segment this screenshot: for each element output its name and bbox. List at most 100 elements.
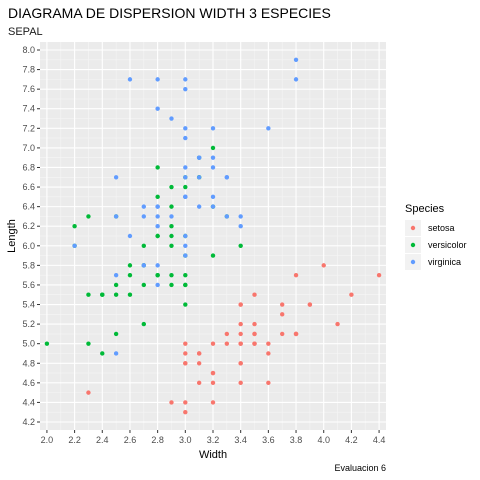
data-point-virginica bbox=[141, 263, 146, 268]
x-tick-label: 2.6 bbox=[124, 435, 137, 445]
data-point-virginica bbox=[155, 263, 160, 268]
y-tick-label: 5.0 bbox=[22, 339, 35, 349]
data-point-setosa bbox=[224, 341, 230, 346]
data-point-versicolor bbox=[155, 272, 160, 278]
data-point-versicolor bbox=[86, 341, 91, 346]
y-tick-label: 6.2 bbox=[22, 221, 35, 231]
data-point-virginica bbox=[141, 214, 146, 219]
data-point-versicolor bbox=[155, 233, 160, 239]
data-point-virginica bbox=[113, 214, 119, 219]
data-point-setosa bbox=[252, 331, 257, 337]
data-point-virginica bbox=[155, 77, 160, 82]
x-tick-label: 3.8 bbox=[290, 435, 303, 445]
data-point-versicolor bbox=[169, 282, 174, 288]
data-point-virginica bbox=[183, 253, 188, 258]
y-tick-label: 7.0 bbox=[22, 143, 35, 153]
y-tick-label: 6.8 bbox=[22, 162, 35, 172]
data-point-virginica bbox=[238, 224, 243, 229]
data-point-setosa bbox=[349, 292, 354, 297]
data-point-virginica bbox=[293, 77, 299, 82]
data-point-setosa bbox=[307, 302, 313, 307]
x-tick-label: 3.4 bbox=[234, 435, 247, 445]
data-point-setosa bbox=[210, 341, 216, 346]
y-tick-label: 4.4 bbox=[22, 397, 35, 407]
data-point-versicolor bbox=[100, 292, 105, 297]
grid-major bbox=[40, 42, 386, 430]
data-point-versicolor bbox=[155, 194, 160, 200]
data-point-virginica bbox=[155, 282, 160, 288]
data-point-virginica bbox=[196, 204, 202, 209]
data-point-virginica bbox=[183, 126, 188, 131]
data-point-virginica bbox=[169, 214, 174, 219]
data-point-virginica bbox=[113, 272, 119, 278]
data-point-versicolor bbox=[127, 272, 133, 278]
data-point-setosa bbox=[238, 321, 243, 327]
data-point-versicolor bbox=[100, 351, 105, 356]
y-tick-label: 7.2 bbox=[22, 123, 35, 133]
data-point-setosa bbox=[210, 370, 216, 376]
x-tick-label: 2.4 bbox=[96, 435, 109, 445]
data-point-versicolor bbox=[113, 282, 119, 288]
data-point-versicolor bbox=[169, 243, 174, 248]
data-point-virginica bbox=[183, 175, 188, 180]
data-point-versicolor bbox=[155, 165, 160, 170]
data-point-setosa bbox=[266, 341, 271, 346]
y-tick-label: 6.0 bbox=[22, 241, 35, 251]
y-tick-label: 4.2 bbox=[22, 417, 35, 427]
data-point-versicolor bbox=[238, 243, 243, 248]
x-tick-label: 3.6 bbox=[262, 435, 275, 445]
data-point-setosa bbox=[183, 341, 188, 346]
data-point-virginica bbox=[196, 175, 202, 180]
x-tick-label: 3.0 bbox=[179, 435, 192, 445]
data-point-setosa bbox=[238, 302, 243, 307]
chart-caption: Evaluacion 6 bbox=[334, 463, 386, 473]
data-point-virginica bbox=[155, 214, 160, 219]
data-point-versicolor bbox=[169, 184, 174, 190]
data-point-virginica bbox=[127, 77, 133, 82]
x-tick-label: 2.0 bbox=[41, 435, 54, 445]
data-point-versicolor bbox=[86, 214, 91, 219]
y-axis-ticks: 4.2 4.4 4.6 4.8 5.0 5.2 5.4 5.6 5.8 6.0 6.2 6.4 6.6 6… bbox=[22, 45, 40, 427]
legend-key-setosa bbox=[410, 225, 416, 231]
y-tick-label: 4.8 bbox=[22, 358, 35, 368]
data-point-versicolor bbox=[210, 253, 216, 258]
data-point-setosa bbox=[266, 351, 271, 356]
data-point-virginica bbox=[183, 135, 188, 141]
data-point-setosa bbox=[266, 380, 271, 386]
data-point-versicolor bbox=[183, 184, 188, 190]
y-axis-title: Length bbox=[6, 219, 18, 253]
x-tick-label: 4.0 bbox=[317, 435, 330, 445]
data-point-virginica bbox=[113, 351, 119, 356]
data-point-virginica bbox=[293, 57, 299, 62]
x-axis-ticks: 2.0 2.2 2.4 2.6 2.8 3.0 3.2 3.4 3.6 3.8 4.0 4.2 4.4 bbox=[41, 430, 385, 445]
legend-label-virginica: virginica bbox=[428, 257, 461, 267]
x-tick-label: 4.2 bbox=[345, 435, 358, 445]
y-tick-label: 7.6 bbox=[22, 84, 35, 94]
data-point-versicolor bbox=[44, 341, 50, 346]
data-point-versicolor bbox=[141, 321, 146, 327]
x-tick-label: 2.8 bbox=[151, 435, 164, 445]
chart-subtitle: SEPAL bbox=[8, 26, 43, 38]
data-point-versicolor bbox=[113, 292, 119, 297]
data-points bbox=[44, 57, 382, 415]
data-point-setosa bbox=[196, 380, 202, 386]
data-point-virginica bbox=[224, 175, 230, 180]
x-tick-label: 2.2 bbox=[68, 435, 81, 445]
data-point-versicolor bbox=[183, 272, 188, 278]
data-point-virginica bbox=[183, 194, 188, 200]
y-tick-label: 5.2 bbox=[22, 319, 35, 329]
data-point-setosa bbox=[238, 341, 243, 346]
data-point-versicolor bbox=[169, 224, 174, 229]
data-point-virginica bbox=[210, 165, 216, 170]
data-point-setosa bbox=[183, 400, 188, 405]
data-point-setosa bbox=[293, 331, 299, 337]
data-point-setosa bbox=[169, 400, 174, 405]
data-point-versicolor bbox=[72, 224, 77, 229]
data-point-virginica bbox=[183, 165, 188, 170]
y-tick-label: 8.0 bbox=[22, 45, 35, 55]
data-point-virginica bbox=[183, 77, 188, 82]
data-point-virginica bbox=[72, 243, 77, 248]
data-point-setosa bbox=[210, 400, 216, 405]
data-point-versicolor bbox=[183, 302, 188, 307]
